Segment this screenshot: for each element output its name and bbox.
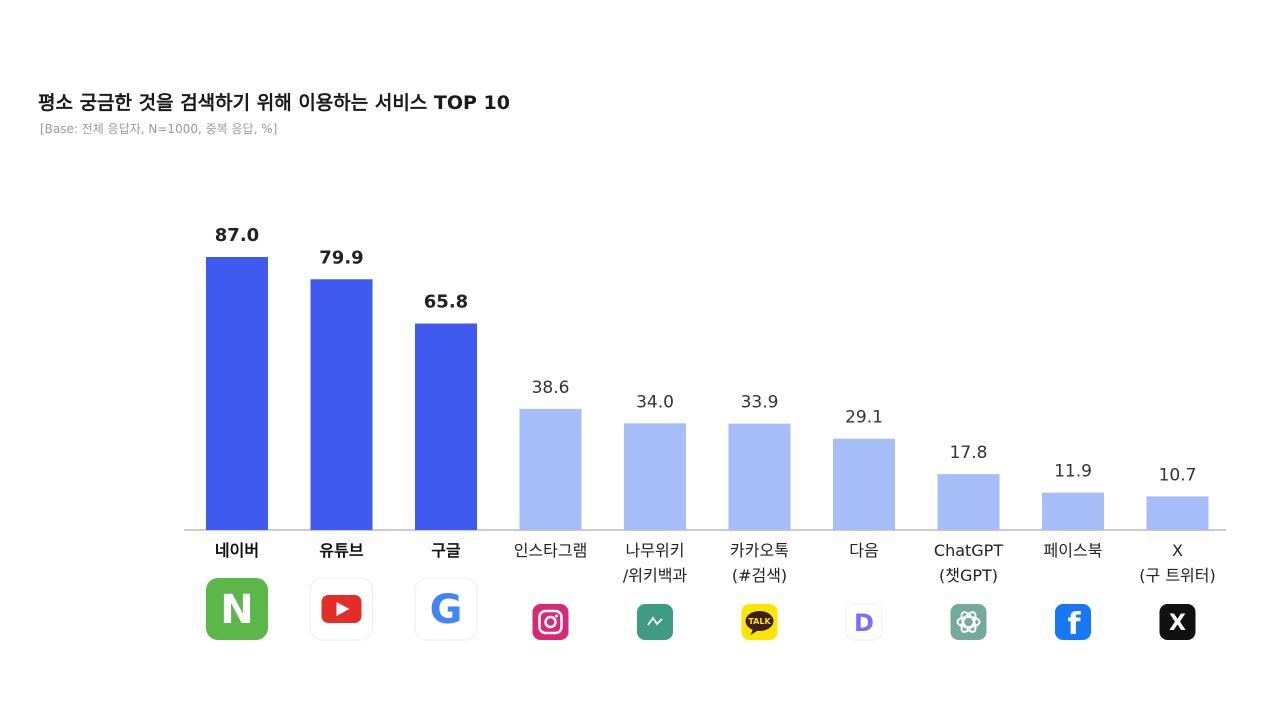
- value-label: 65.8: [424, 292, 468, 313]
- value-label: 79.9: [319, 247, 363, 268]
- category-label: 유튜브: [319, 541, 363, 560]
- chatgpt-icon: [950, 604, 987, 640]
- svg-text:TALK: TALK: [748, 617, 771, 626]
- daum-icon: D: [845, 603, 883, 641]
- bar: [310, 279, 373, 530]
- instagram-icon: [532, 604, 569, 640]
- chart-title: 평소 궁금한 것을 검색하기 위해 이용하는 서비스 TOP 10: [38, 92, 510, 114]
- bar: [833, 438, 895, 530]
- bar: [206, 257, 268, 530]
- category-label: 인스타그램: [514, 541, 588, 560]
- value-label: 38.6: [532, 378, 570, 398]
- bar: [937, 474, 1000, 530]
- value-label: 33.9: [741, 393, 779, 413]
- category-label: 카카오톡: [730, 541, 789, 560]
- svg-text:X: X: [1169, 611, 1186, 636]
- category-label: (챗GPT): [939, 566, 998, 585]
- category-label: 나무위키: [626, 541, 685, 560]
- category-label: (#검색): [732, 566, 787, 585]
- bar: [624, 423, 686, 530]
- google-icon: G: [414, 577, 478, 641]
- facebook-icon: f: [1055, 604, 1091, 642]
- bar: [728, 423, 791, 530]
- kakaotalk-icon: TALK: [741, 604, 778, 640]
- value-label: 17.8: [950, 443, 988, 463]
- bar: [415, 323, 477, 530]
- category-label: ChatGPT: [934, 541, 1003, 560]
- svg-text:f: f: [1067, 607, 1081, 642]
- category-label: 다음: [849, 541, 878, 560]
- category-label: /위키백과: [623, 566, 688, 585]
- value-label: 87.0: [215, 225, 259, 246]
- value-label: 11.9: [1054, 462, 1092, 482]
- bar: [519, 408, 582, 530]
- svg-text:N: N: [220, 587, 253, 633]
- category-label: (구 트위터): [1139, 566, 1215, 585]
- value-label: 34.0: [636, 392, 674, 412]
- svg-text:G: G: [430, 587, 463, 633]
- chart-subtitle: [Base: 전체 응답자, N=1000, 중복 응답, %]: [40, 122, 278, 136]
- value-label: 29.1: [845, 408, 883, 428]
- x-icon: X: [1159, 604, 1196, 640]
- category-label: 페이스북: [1044, 541, 1103, 560]
- svg-text:D: D: [854, 609, 874, 637]
- youtube-icon: [310, 577, 373, 641]
- bar: [1146, 496, 1209, 530]
- value-label: 10.7: [1159, 465, 1197, 485]
- bar: [1042, 492, 1104, 530]
- category-label: X: [1172, 541, 1183, 560]
- namuwiki-icon: [637, 604, 673, 640]
- naver-icon: N: [206, 578, 268, 640]
- category-label: 구글: [431, 541, 461, 560]
- category-label: 네이버: [215, 541, 259, 560]
